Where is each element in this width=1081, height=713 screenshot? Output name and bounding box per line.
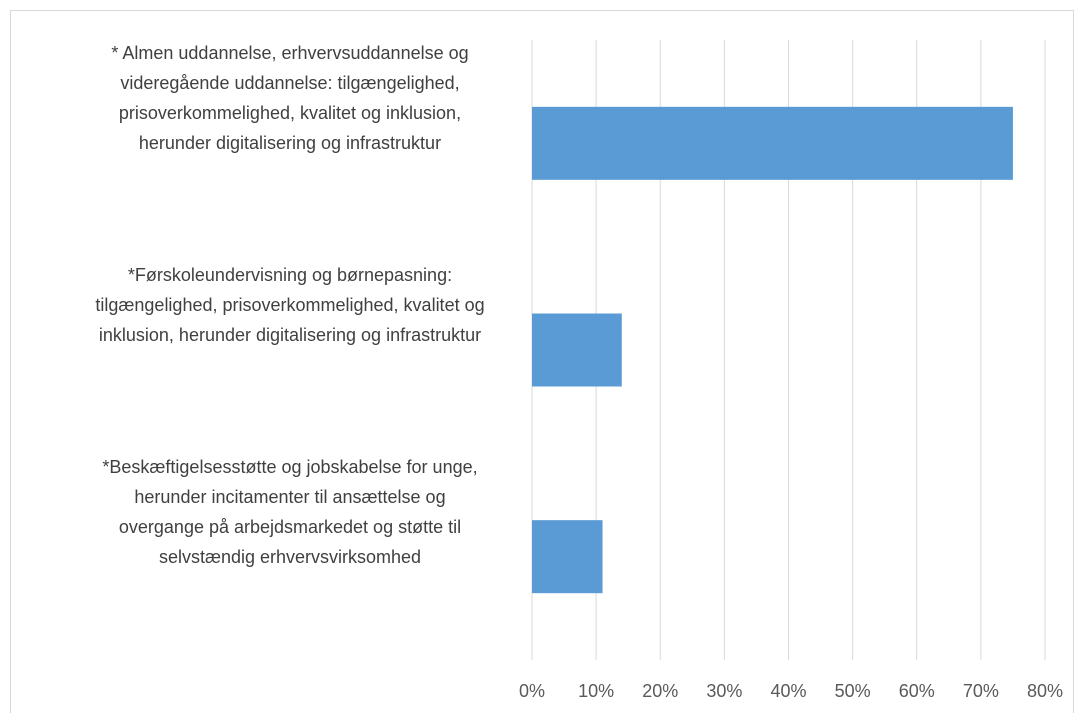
bar — [532, 106, 1013, 180]
x-tick-label: 10% — [578, 681, 614, 701]
x-tick-label: 40% — [770, 681, 806, 701]
y-tick-label: * Almen uddannelse, erhvervsuddannelse o… — [111, 43, 469, 154]
chart-border — [10, 10, 1074, 713]
y-tick-label: *Beskæftigelsesstøtte og jobskabelse for… — [102, 456, 478, 567]
bar — [532, 313, 622, 387]
x-tick-label: 70% — [963, 681, 999, 701]
y-tick-label: *Førskoleundervisning og børnepasning: t… — [95, 265, 485, 345]
bar — [532, 520, 603, 594]
x-tick-label: 30% — [706, 681, 742, 701]
x-tick-label: 80% — [1027, 681, 1063, 701]
x-tick-label: 0% — [519, 681, 545, 701]
x-tick-label: 50% — [835, 681, 871, 701]
x-tick-label: 60% — [899, 681, 935, 701]
x-tick-label: 20% — [642, 681, 678, 701]
